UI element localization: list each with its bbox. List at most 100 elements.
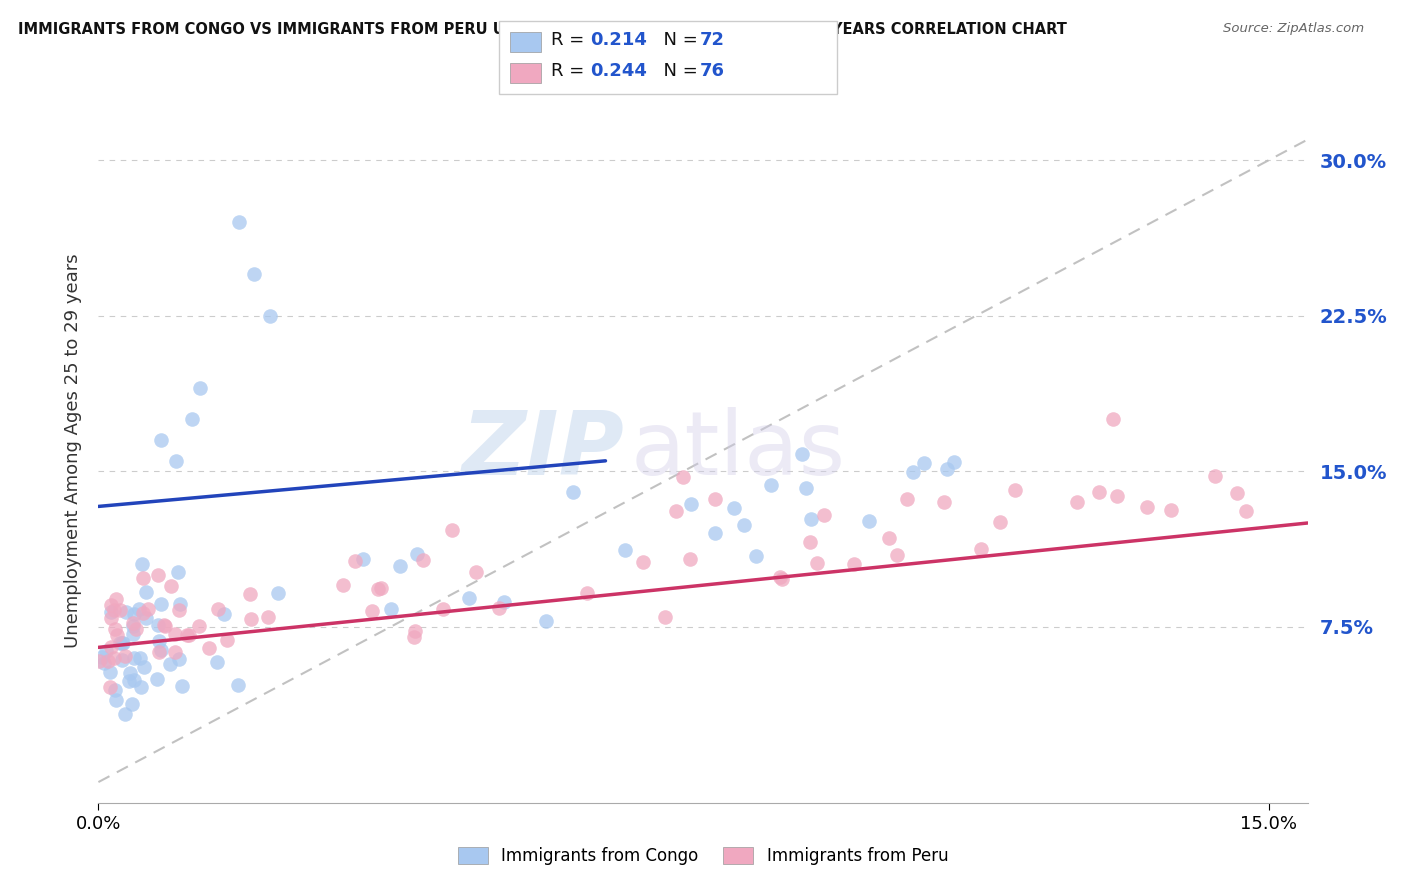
Point [155,619,177,633]
Point [761,478,783,492]
Point [111,636,134,650]
Point [332,578,354,592]
Point [614,543,637,558]
Point [103,651,125,665]
Point [131,557,153,571]
Point [169,603,191,617]
Point [149,433,172,447]
Point [132,607,155,621]
Text: 72: 72 [700,31,725,49]
Point [122,619,145,633]
Point [207,601,229,615]
Point [103,603,125,617]
Point [148,645,170,659]
Point [672,470,695,484]
Point [105,628,128,642]
Text: 0.214: 0.214 [591,31,647,49]
Point [654,609,676,624]
Point [167,652,190,666]
Point [165,627,187,641]
Text: atlas: atlas [630,407,845,494]
Point [176,628,198,642]
Point [943,455,966,469]
Text: 0.244: 0.244 [591,62,647,80]
Point [492,595,515,609]
Point [352,551,374,566]
Point [205,655,228,669]
Point [100,640,122,654]
Point [93,656,115,670]
Point [198,641,221,656]
Point [217,632,239,647]
Point [146,618,169,632]
Point [792,447,814,461]
Point [412,552,434,566]
Point [104,591,127,606]
Point [794,481,817,495]
Point [402,630,425,644]
Point [259,309,281,323]
Text: IMMIGRANTS FROM CONGO VS IMMIGRANTS FROM PERU UNEMPLOYMENT AMONG AGES 25 TO 29 Y: IMMIGRANTS FROM CONGO VS IMMIGRANTS FROM… [18,22,1067,37]
Point [936,462,959,476]
Text: ZIP: ZIP [461,407,624,494]
Point [105,692,128,706]
Point [932,495,955,509]
Text: N =: N = [652,31,704,49]
Point [733,517,755,532]
Text: R =: R = [551,31,591,49]
Point [404,624,426,639]
Point [100,611,122,625]
Point [367,582,389,597]
Point [1101,412,1123,426]
Point [1234,504,1257,518]
Point [665,504,688,518]
Point [87,654,110,668]
Point [104,682,127,697]
Point [122,627,145,641]
Point [122,607,145,621]
Point [1160,503,1182,517]
Point [465,565,488,579]
Point [679,552,702,566]
Point [799,534,821,549]
Point [100,665,122,680]
Point [170,679,193,693]
Point [343,554,366,568]
Point [100,605,122,619]
Point [769,570,792,584]
Point [118,674,141,689]
Point [98,680,121,694]
Point [181,412,204,426]
Point [159,657,181,672]
Point [108,603,131,617]
Point [988,515,1011,529]
Point [562,484,585,499]
Point [111,653,134,667]
Point [267,586,290,600]
Point [239,587,262,601]
Point [457,591,479,606]
Point [148,634,170,648]
Point [806,556,828,570]
Point [134,659,156,673]
Point [1105,489,1128,503]
Point [97,654,120,668]
Y-axis label: Unemployment Among Ages 25 to 29 years: Unemployment Among Ages 25 to 29 years [63,253,82,648]
Point [243,268,266,282]
Point [631,555,654,569]
Point [432,602,454,616]
Point [146,568,169,582]
Point [187,619,209,633]
Point [370,581,392,595]
Text: R =: R = [551,62,591,80]
Point [136,602,159,616]
Point [159,579,181,593]
Text: Source: ZipAtlas.com: Source: ZipAtlas.com [1223,22,1364,36]
Point [441,523,464,537]
Point [188,381,211,395]
Point [858,514,880,528]
Point [129,680,152,694]
Point [115,605,138,619]
Point [488,600,510,615]
Point [150,643,173,657]
